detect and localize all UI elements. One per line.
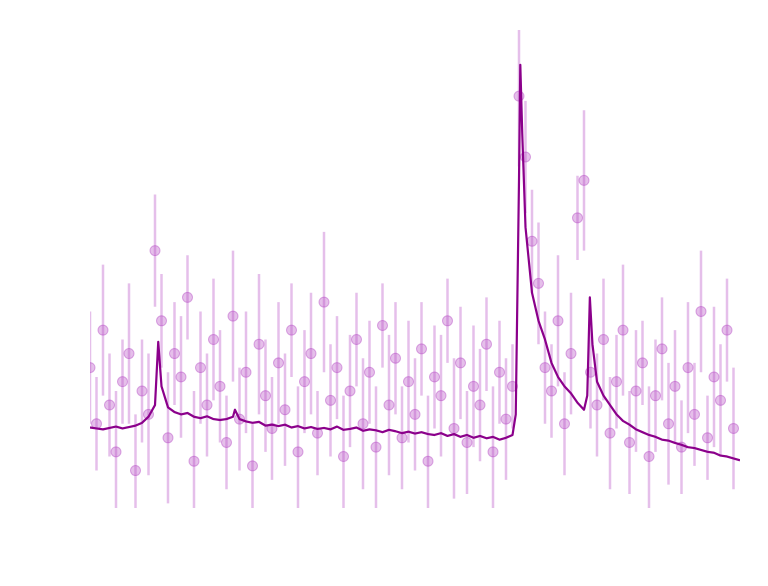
data-point [130, 465, 141, 477]
data-point [364, 366, 375, 378]
data-point [494, 366, 505, 378]
data-point [663, 418, 674, 430]
data-point [637, 357, 648, 369]
data-point [104, 399, 115, 411]
plot-area [90, 30, 740, 508]
data-point [390, 352, 401, 364]
data-point [533, 277, 544, 289]
data-point [429, 371, 440, 383]
data-point [338, 451, 349, 463]
data-point [253, 338, 265, 350]
data-point [695, 305, 707, 317]
data-point [539, 362, 551, 374]
data-point [689, 408, 700, 420]
data-point [201, 399, 213, 411]
data-point [110, 446, 122, 458]
data-point [500, 413, 512, 425]
data-point [624, 436, 635, 448]
data-point [422, 455, 434, 467]
data-point [630, 385, 642, 397]
data-point [396, 432, 408, 444]
data-point [578, 174, 590, 186]
data-point [260, 390, 271, 402]
data-point [409, 408, 421, 420]
data-point [507, 380, 518, 392]
data-point [273, 357, 284, 369]
data-point [708, 371, 720, 383]
data-point [552, 315, 564, 327]
data-point [325, 394, 336, 406]
data-point [650, 390, 661, 402]
data-point [97, 324, 109, 336]
data-point [604, 427, 616, 439]
data-point [182, 291, 193, 303]
data-point [286, 324, 297, 336]
data-point [416, 343, 427, 355]
data-point [331, 362, 343, 374]
data-point [559, 418, 570, 430]
data-point [149, 245, 161, 257]
data-point [474, 399, 486, 411]
data-point [292, 446, 304, 458]
data-point [715, 394, 726, 406]
data-point [598, 334, 609, 346]
data-point [240, 366, 252, 378]
data-point [526, 235, 538, 247]
data-point [214, 380, 226, 392]
data-point [546, 385, 557, 397]
data-point [435, 390, 447, 402]
data-point [90, 362, 96, 374]
data-point [305, 348, 317, 360]
data-point [221, 436, 232, 448]
data-point [123, 348, 135, 360]
data-point [455, 357, 466, 369]
data-point [383, 399, 395, 411]
data-point [481, 338, 492, 350]
data-point [611, 376, 622, 388]
data-point [721, 324, 733, 336]
data-point [572, 212, 583, 224]
data-point [702, 432, 713, 444]
data-point [117, 376, 128, 388]
data-point [565, 348, 577, 360]
data-point [227, 310, 239, 322]
data-point [351, 334, 362, 346]
data-point [656, 343, 668, 355]
data-point [448, 422, 460, 434]
data-point [357, 418, 369, 430]
data-point [682, 362, 694, 374]
data-point [442, 315, 453, 327]
data-point [156, 315, 167, 327]
data-point [669, 380, 681, 392]
data-point [643, 451, 655, 463]
data-point [208, 334, 219, 346]
data-point [377, 319, 388, 331]
data-point [617, 324, 629, 336]
data-point [591, 399, 603, 411]
data-point [247, 460, 258, 472]
data-point [487, 446, 499, 458]
data-point [461, 436, 473, 448]
data-point [728, 422, 739, 434]
data-point [169, 348, 180, 360]
data-point [468, 380, 479, 392]
line-series [90, 63, 740, 462]
data-point [175, 371, 187, 383]
data-point [318, 296, 330, 308]
data-point [370, 441, 382, 453]
data-point [279, 404, 291, 416]
data-point [162, 432, 174, 444]
data-point [403, 376, 414, 388]
data-point [136, 385, 148, 397]
data-point [344, 385, 356, 397]
data-point [188, 455, 200, 467]
data-point [299, 376, 310, 388]
data-point [195, 362, 206, 374]
